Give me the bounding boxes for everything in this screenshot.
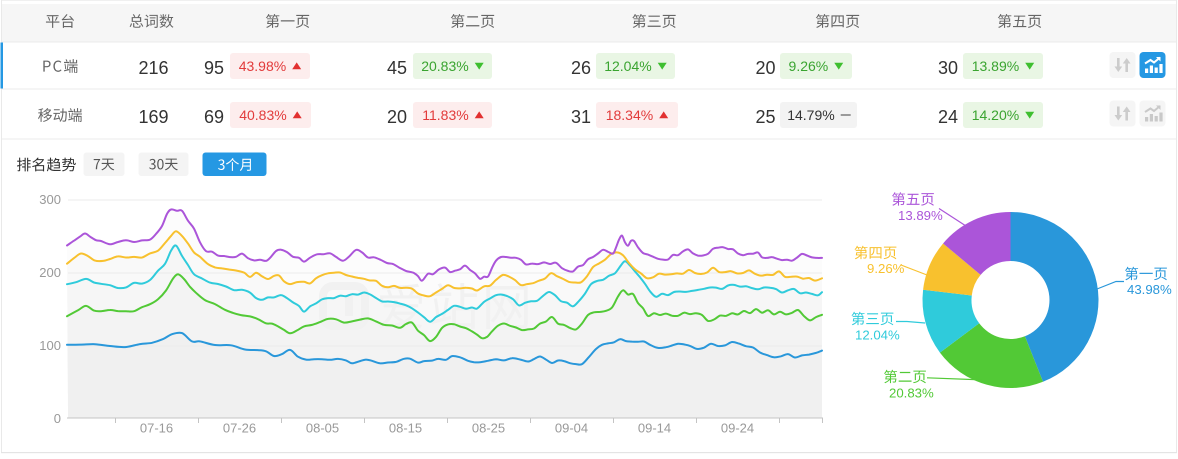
svg-text:95: 95 bbox=[204, 58, 224, 78]
svg-text:11.83%: 11.83% bbox=[422, 107, 468, 123]
svg-text:200: 200 bbox=[39, 265, 61, 280]
svg-text:14.79%: 14.79% bbox=[787, 107, 834, 123]
svg-text:0: 0 bbox=[54, 411, 61, 426]
svg-text:31: 31 bbox=[571, 107, 591, 127]
svg-text:20.83%: 20.83% bbox=[889, 386, 934, 401]
svg-text:08-25: 08-25 bbox=[472, 421, 505, 436]
svg-text:12.04%: 12.04% bbox=[855, 328, 900, 343]
svg-text:18.34%: 18.34% bbox=[606, 107, 653, 123]
svg-text:43.98%: 43.98% bbox=[239, 58, 286, 74]
svg-text:216: 216 bbox=[138, 58, 168, 78]
svg-text:40.83%: 40.83% bbox=[239, 107, 286, 123]
svg-text:13.89%: 13.89% bbox=[898, 208, 943, 223]
svg-text:9.26%: 9.26% bbox=[867, 261, 905, 276]
svg-text:08-05: 08-05 bbox=[306, 421, 339, 436]
svg-text:07-26: 07-26 bbox=[223, 421, 256, 436]
svg-text:20.83%: 20.83% bbox=[421, 58, 468, 74]
svg-text:13.89%: 13.89% bbox=[972, 58, 1019, 74]
svg-text:09-14: 09-14 bbox=[638, 421, 671, 436]
svg-text:12.04%: 12.04% bbox=[604, 58, 651, 74]
svg-text:25: 25 bbox=[755, 107, 775, 127]
svg-text:09-24: 09-24 bbox=[721, 421, 754, 436]
svg-text:169: 169 bbox=[138, 107, 168, 127]
svg-text:20: 20 bbox=[755, 58, 775, 78]
svg-text:30: 30 bbox=[938, 58, 958, 78]
svg-text:24: 24 bbox=[938, 107, 958, 127]
svg-text:100: 100 bbox=[39, 338, 61, 353]
svg-text:300: 300 bbox=[39, 192, 61, 207]
svg-text:43.98%: 43.98% bbox=[1127, 282, 1172, 297]
svg-text:09-04: 09-04 bbox=[555, 421, 588, 436]
svg-text:9.26%: 9.26% bbox=[789, 58, 829, 74]
svg-text:26: 26 bbox=[571, 58, 591, 78]
svg-text:45: 45 bbox=[387, 58, 407, 78]
svg-text:07-16: 07-16 bbox=[140, 421, 173, 436]
svg-text:20: 20 bbox=[387, 107, 407, 127]
svg-text:14.20%: 14.20% bbox=[972, 107, 1019, 123]
svg-text:69: 69 bbox=[204, 107, 224, 127]
svg-text:08-15: 08-15 bbox=[389, 421, 422, 436]
